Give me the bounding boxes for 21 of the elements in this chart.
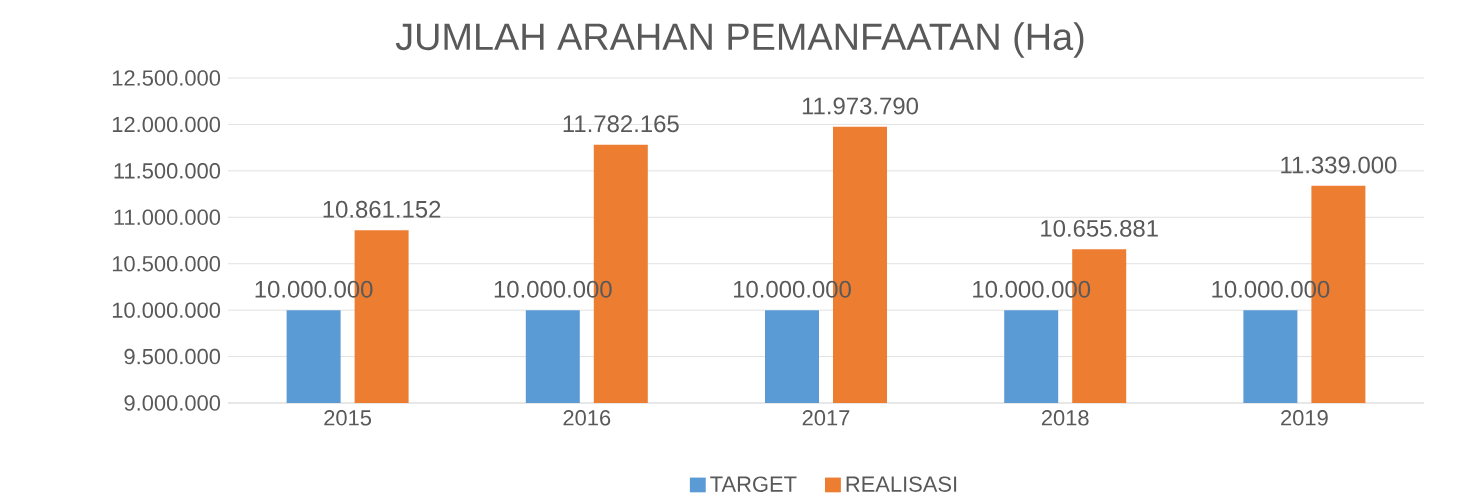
x-tick-label: 2019 [1281,410,1328,426]
data-label: 11.339.000 [1281,156,1397,174]
data-label: 10.861.152 [323,200,441,218]
y-tick-label: 10.000.000 [112,302,221,318]
data-label: 11.782.165 [563,115,679,133]
x-tick-label: 2015 [324,410,372,426]
y-tick-label: 11.000.000 [114,209,221,226]
x-tick-label: 2018 [1041,410,1089,426]
y-tick-label: 10.500.000 [112,255,221,272]
legend-label: TARGET [710,476,797,492]
y-tick-label: 11.500.000 [114,163,221,179]
data-label: 11.973.790 [802,97,919,115]
x-tick-label: 2016 [563,410,611,426]
legend-label: REALISASI [846,476,957,492]
y-tick-label: 9.000.000 [124,395,221,411]
chart-title: JUMLAH ARAHAN PEMANFAATAN (Ha) [395,22,1084,58]
y-tick-label: 12.500.000 [112,70,221,86]
data-label: 10.655.881 [1041,219,1158,237]
y-tick-label: 12.000.000 [112,116,221,133]
y-tick-label: 9.500.000 [124,348,221,365]
x-tick-label: 2017 [802,410,850,426]
